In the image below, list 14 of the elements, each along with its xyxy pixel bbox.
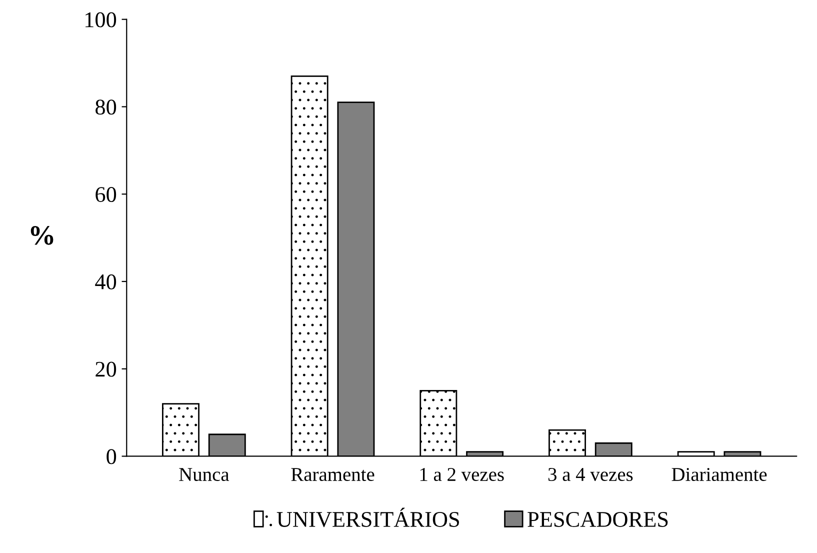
- y-tick-label: 20: [96, 362, 116, 377]
- x-tick-label: Diariamente: [672, 468, 767, 482]
- y-tick-label: 0: [106, 449, 116, 464]
- x-tick-label: 3 a 4 vezes: [548, 468, 633, 482]
- x-tick-label: Nunca: [179, 468, 230, 482]
- y-tick-label: 40: [95, 274, 116, 290]
- y-tick-label: 60: [96, 187, 116, 202]
- legend-label: UNIVERSITÁRIOS: [276, 508, 459, 528]
- x-tick-label: 1 a 2 vezes: [420, 468, 504, 482]
- x-tick-label: Raramente: [291, 468, 374, 482]
- legend-label: PESCADORES: [528, 512, 668, 527]
- y-axis-title: %: [30, 226, 54, 245]
- y-tick-label: 100: [86, 12, 116, 28]
- y-tick-label: 80: [96, 100, 116, 115]
